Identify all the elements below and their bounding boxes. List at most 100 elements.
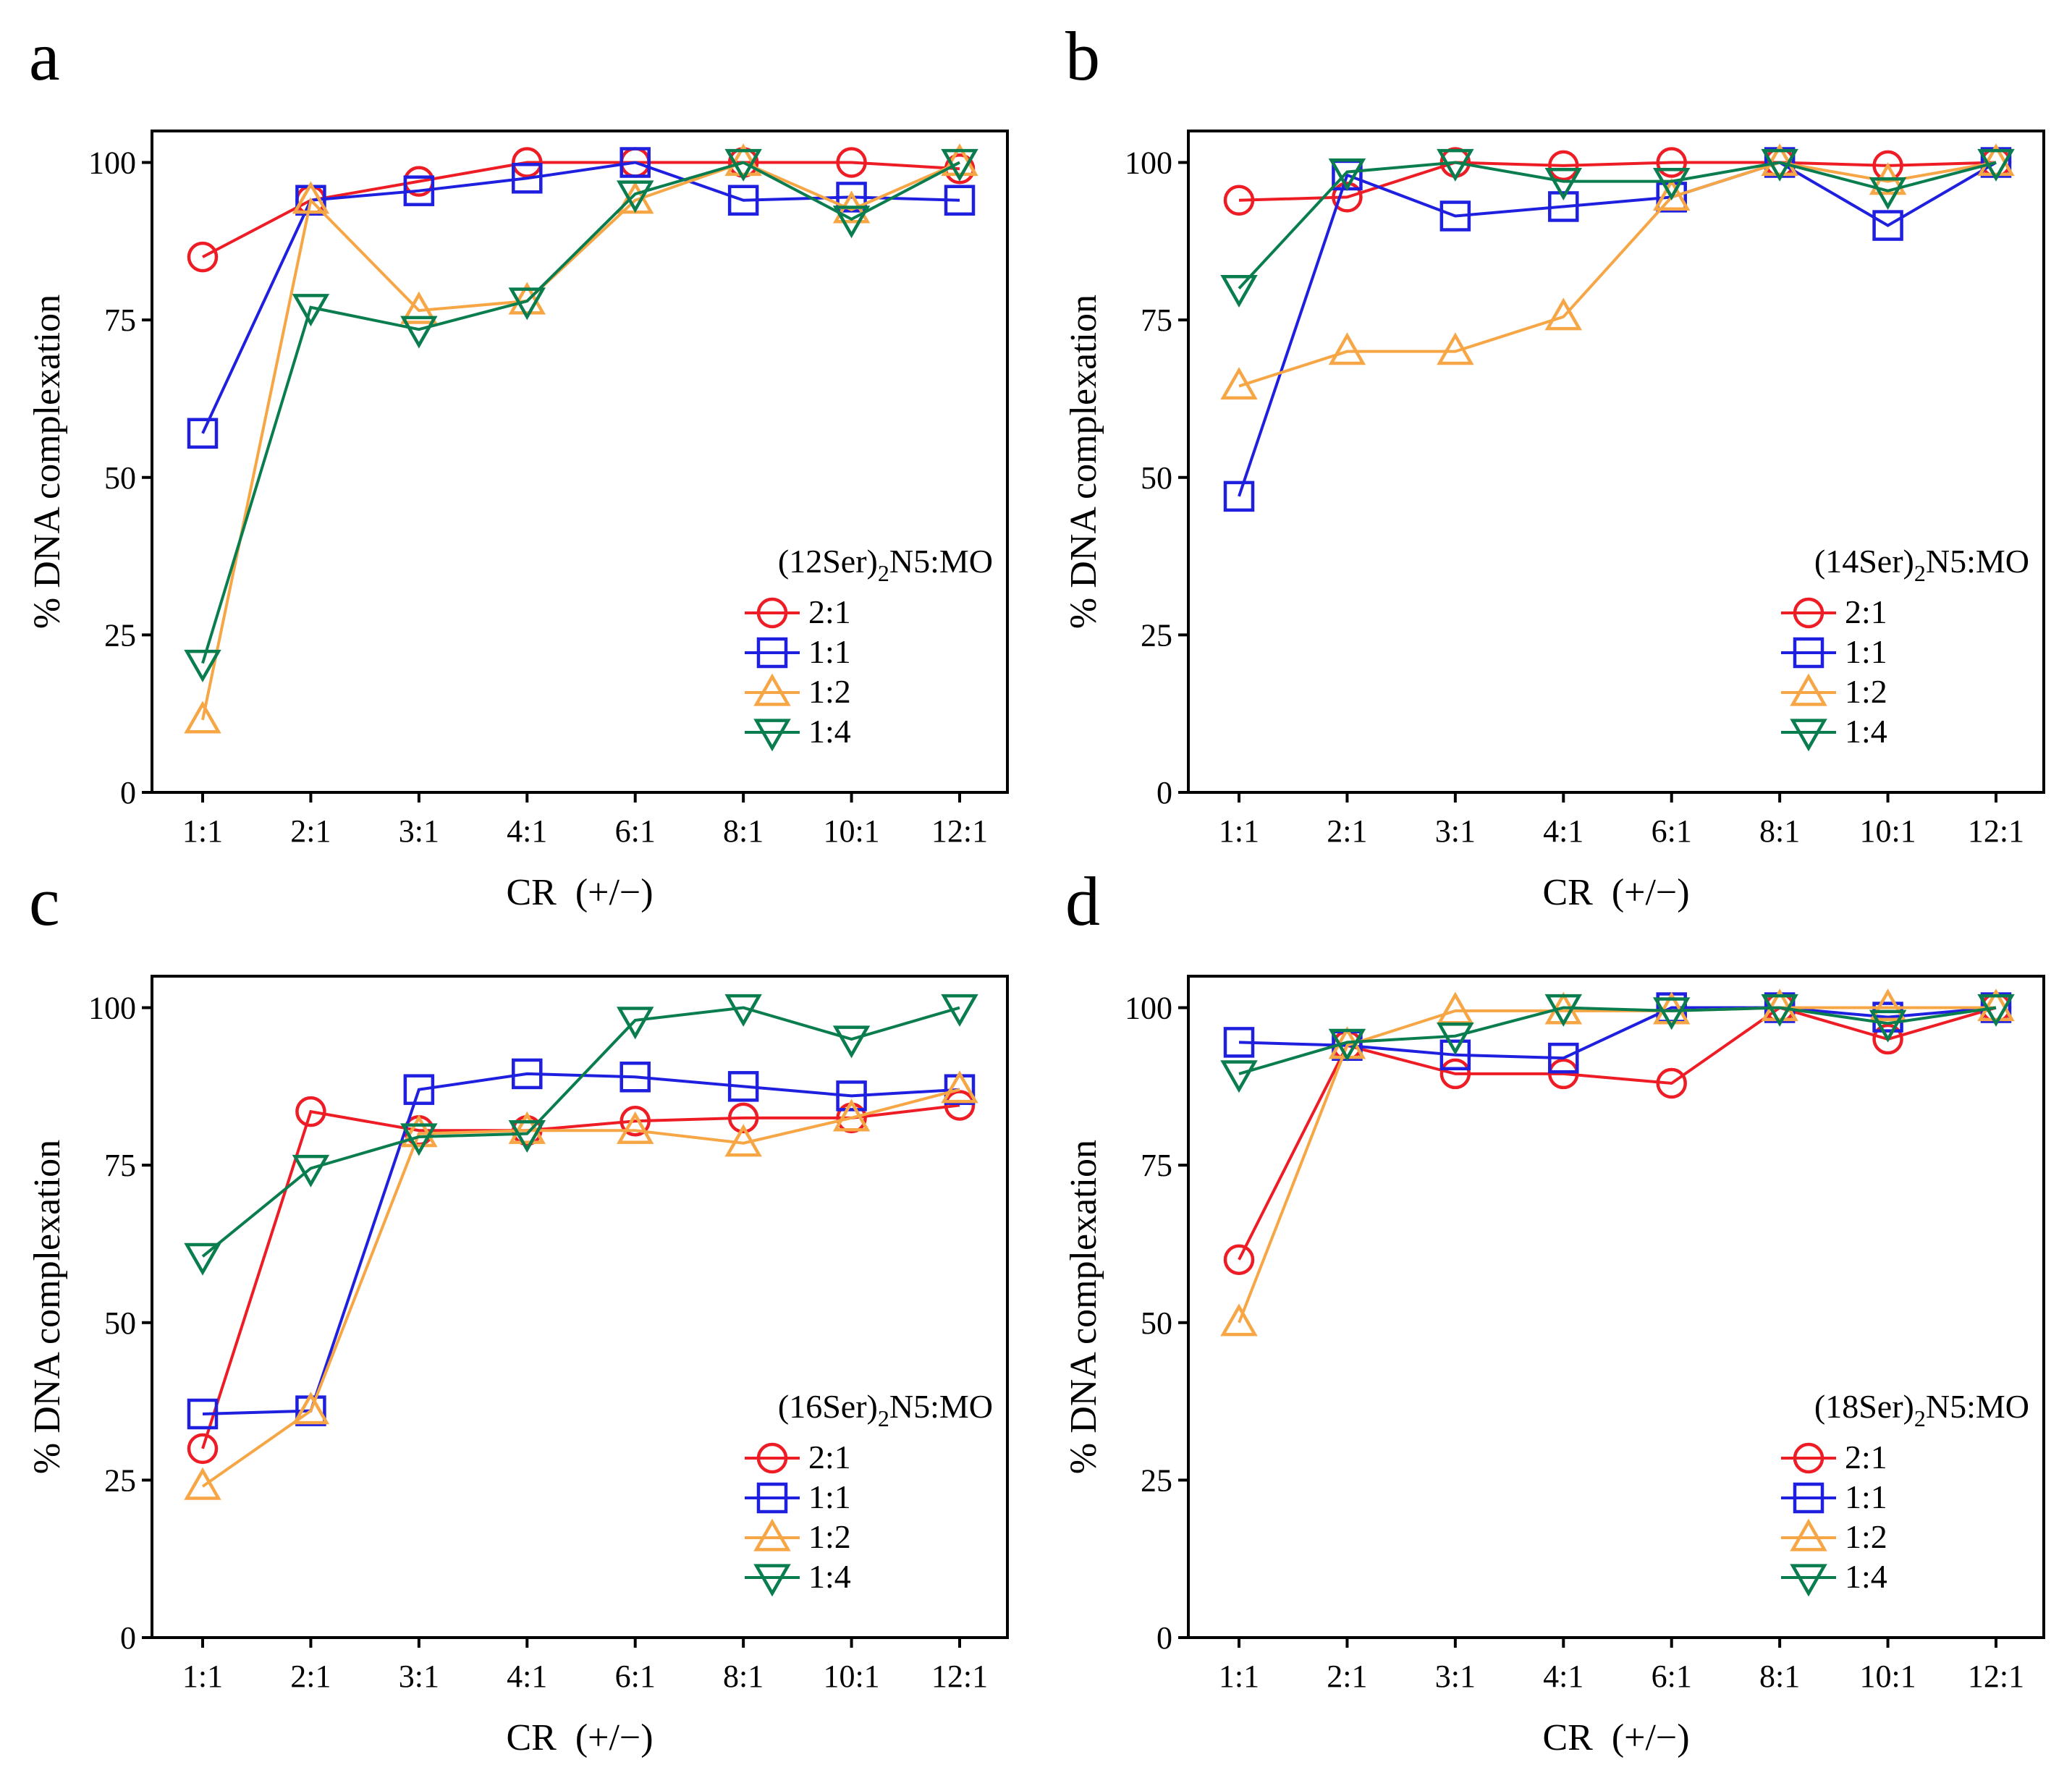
series-line: [201, 161, 960, 664]
y-tick-label: 100: [1125, 145, 1172, 181]
data-point: [508, 1111, 546, 1144]
legend-marker: [1790, 719, 1827, 752]
data-point: [1437, 1022, 1474, 1056]
series-1-2: [184, 143, 978, 734]
data-point: [1869, 177, 1907, 211]
data-point: [512, 163, 543, 194]
legend-label: 1:1: [808, 633, 851, 670]
data-point: [512, 147, 543, 178]
x-tick-label: 1:1: [1219, 1659, 1259, 1694]
y-tick-label: 0: [120, 1620, 136, 1656]
data-point: [1439, 1039, 1471, 1071]
data-point: [400, 1123, 438, 1156]
x-tick-label: 8:1: [1759, 813, 1800, 849]
data-point: [1220, 274, 1258, 308]
x-axis-title: CR (+/−): [506, 1717, 653, 1758]
data-point: [1223, 185, 1255, 216]
y-tick-label: 0: [120, 775, 136, 810]
data-point: [1328, 332, 1366, 365]
data-point: [727, 1071, 759, 1102]
data-point: [724, 994, 762, 1027]
series-line: [201, 1088, 960, 1488]
x-tick-label: 3:1: [1435, 1659, 1476, 1694]
y-axis-title: % DNA complexation: [27, 1140, 68, 1474]
y-tick-label: 75: [1141, 1148, 1172, 1183]
legend-item: 1:2: [745, 673, 851, 710]
legend-item: 1:4: [1781, 1558, 1887, 1597]
plot-frame: [1187, 130, 2045, 794]
series-1-1: [1223, 147, 2012, 512]
x-tick-label: 10:1: [823, 813, 879, 849]
legend-marker: [753, 673, 791, 706]
data-point: [1761, 148, 1798, 182]
data-point: [620, 1105, 651, 1137]
data-point: [1544, 297, 1583, 331]
x-tick-label: 8:1: [723, 1659, 764, 1694]
data-point: [616, 180, 654, 213]
legend-label: 1:4: [1845, 713, 1887, 750]
legend-label: 1:2: [1845, 1518, 1887, 1555]
data-point: [403, 1074, 435, 1105]
legend-marker: [756, 597, 788, 629]
legend-item: 1:2: [1781, 1518, 1887, 1555]
legend-item: 1:4: [745, 713, 851, 752]
y-tick-label: 100: [1125, 991, 1172, 1026]
series-line: [1238, 1006, 1997, 1060]
x-axis-title: CR (+/−): [1542, 872, 1689, 913]
y-tick-label: 50: [1141, 1305, 1172, 1341]
x-tick-label: 3:1: [399, 813, 439, 849]
legend-marker: [753, 1518, 791, 1551]
series-line: [201, 1104, 960, 1449]
data-point: [1220, 1060, 1258, 1093]
legend: (16Ser)2N5:MO 2:11:11:21:4: [745, 1388, 993, 1597]
series-1-1: [187, 147, 976, 449]
y-tick-label: 0: [1156, 775, 1172, 810]
data-point: [1223, 1244, 1255, 1275]
series-1-4: [184, 994, 978, 1276]
legend: (14Ser)2N5:MO 2:11:11:21:4: [1781, 543, 2029, 752]
data-point: [184, 649, 221, 682]
y-tick-label: 50: [104, 1305, 136, 1341]
series-line: [202, 161, 960, 258]
x-tick-label: 1:1: [1219, 813, 1259, 849]
data-point: [508, 287, 546, 321]
data-point: [400, 316, 438, 349]
x-tick-label: 10:1: [823, 1659, 879, 1694]
x-tick-label: 12:1: [931, 813, 988, 849]
legend-title: (12Ser)2N5:MO: [778, 543, 993, 586]
x-tick-label: 6:1: [1652, 813, 1692, 849]
data-point: [1223, 1027, 1255, 1058]
legend-marker: [1793, 1482, 1824, 1514]
data-point: [836, 147, 867, 178]
data-point: [1548, 1058, 1579, 1090]
x-axis-title: CR (+/−): [506, 872, 653, 913]
data-point: [1328, 158, 1366, 191]
data-point: [941, 148, 978, 182]
series-line: [201, 1006, 960, 1258]
data-point: [724, 1124, 762, 1157]
legend-label: 1:2: [808, 673, 851, 710]
legend-label: 1:2: [808, 1518, 851, 1555]
data-point: [1869, 1009, 1907, 1043]
data-point: [400, 1114, 438, 1148]
y-tick-label: 100: [88, 991, 136, 1026]
data-point: [184, 1242, 221, 1276]
x-tick-label: 4:1: [1543, 813, 1583, 849]
series-1-1: [187, 1058, 976, 1430]
series-line: [1238, 161, 1997, 497]
x-tick-label: 1:1: [182, 813, 223, 849]
x-tick-label: 1:1: [182, 1659, 223, 1694]
x-tick-label: 10:1: [1859, 813, 1916, 849]
legend-marker: [753, 1564, 791, 1597]
data-point: [1652, 168, 1691, 201]
legend-label: 1:1: [1845, 1478, 1887, 1515]
legend-item: 1:2: [1781, 673, 1887, 710]
data-point: [184, 1467, 221, 1500]
data-point: [1437, 991, 1474, 1025]
panel-letter: a: [29, 17, 60, 95]
y-tick-label: 25: [104, 1462, 136, 1498]
data-point: [1872, 1023, 1903, 1055]
x-tick-label: 3:1: [1435, 813, 1476, 849]
